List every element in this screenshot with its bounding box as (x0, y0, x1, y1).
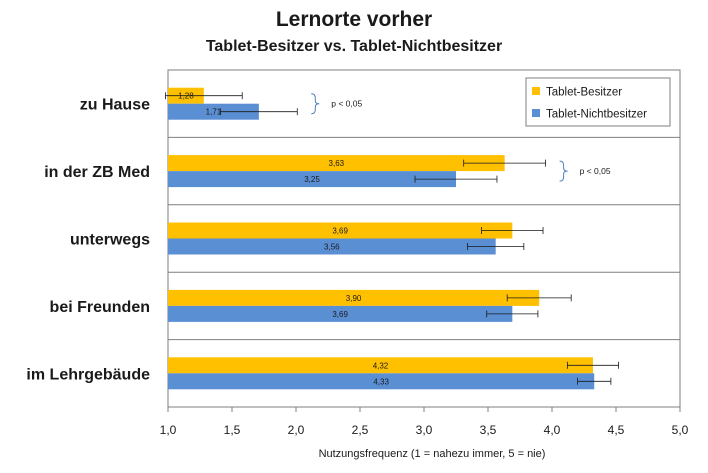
significance-brace (311, 93, 320, 115)
legend-swatch (532, 109, 540, 117)
significance-label: p < 0,05 (580, 166, 611, 176)
chart-title: Lernorte vorher (275, 8, 433, 31)
bar-tablet-besitzer (168, 357, 593, 374)
category-label: im Lehrgebäude (26, 366, 150, 383)
x-tick-label: 3,5 (480, 423, 497, 437)
x-tick-label: 2,0 (288, 423, 305, 437)
data-label: 4,32 (373, 361, 389, 370)
bar-tablet-besitzer (168, 222, 513, 239)
data-label: 3,63 (329, 159, 345, 168)
bar-tablet-nichtbesitzer (168, 103, 259, 120)
category-label: bei Freunden (50, 299, 150, 316)
data-label: 3,69 (332, 227, 348, 236)
x-tick-label: 3,0 (416, 423, 433, 437)
x-tick-label: 4,5 (608, 423, 625, 437)
data-label: 1,71 (206, 108, 222, 117)
x-tick-label: 5,0 (672, 423, 689, 437)
data-label: 1,28 (178, 92, 194, 101)
bar-tablet-besitzer (168, 155, 505, 172)
legend-box (525, 77, 671, 127)
bar-tablet-besitzer (168, 289, 540, 306)
legend-label: Tablet-Besitzer (546, 87, 622, 99)
significance-label: p < 0,05 (331, 99, 362, 109)
category-label: unterwegs (70, 232, 150, 249)
bar-tablet-nichtbesitzer (168, 171, 456, 188)
category-label: zu Hause (80, 97, 150, 114)
legend-label: Tablet-Nichtbesitzer (546, 109, 647, 121)
legend-swatch (532, 87, 540, 95)
bar-tablet-nichtbesitzer (168, 238, 496, 255)
x-tick-label: 4,0 (544, 423, 561, 437)
x-axis-title: Nutzungsfrequenz (1 = nahezu immer, 5 = … (319, 448, 546, 460)
data-label: 3,56 (324, 243, 340, 252)
data-label: 3,69 (332, 310, 348, 319)
x-tick-label: 1,5 (224, 423, 241, 437)
significance-brace (559, 160, 568, 182)
bar-tablet-nichtbesitzer (168, 373, 595, 390)
category-label: in der ZB Med (44, 164, 150, 181)
chart-subtitle: Tablet-Besitzer vs. Tablet-Nichtbesitzer (205, 38, 503, 55)
data-label: 4,33 (373, 377, 389, 386)
x-tick-label: 1,0 (160, 423, 177, 437)
x-tick-label: 2,5 (352, 423, 369, 437)
data-label: 3,25 (304, 175, 320, 184)
data-label: 3,90 (346, 294, 362, 303)
bar-tablet-nichtbesitzer (168, 305, 513, 322)
